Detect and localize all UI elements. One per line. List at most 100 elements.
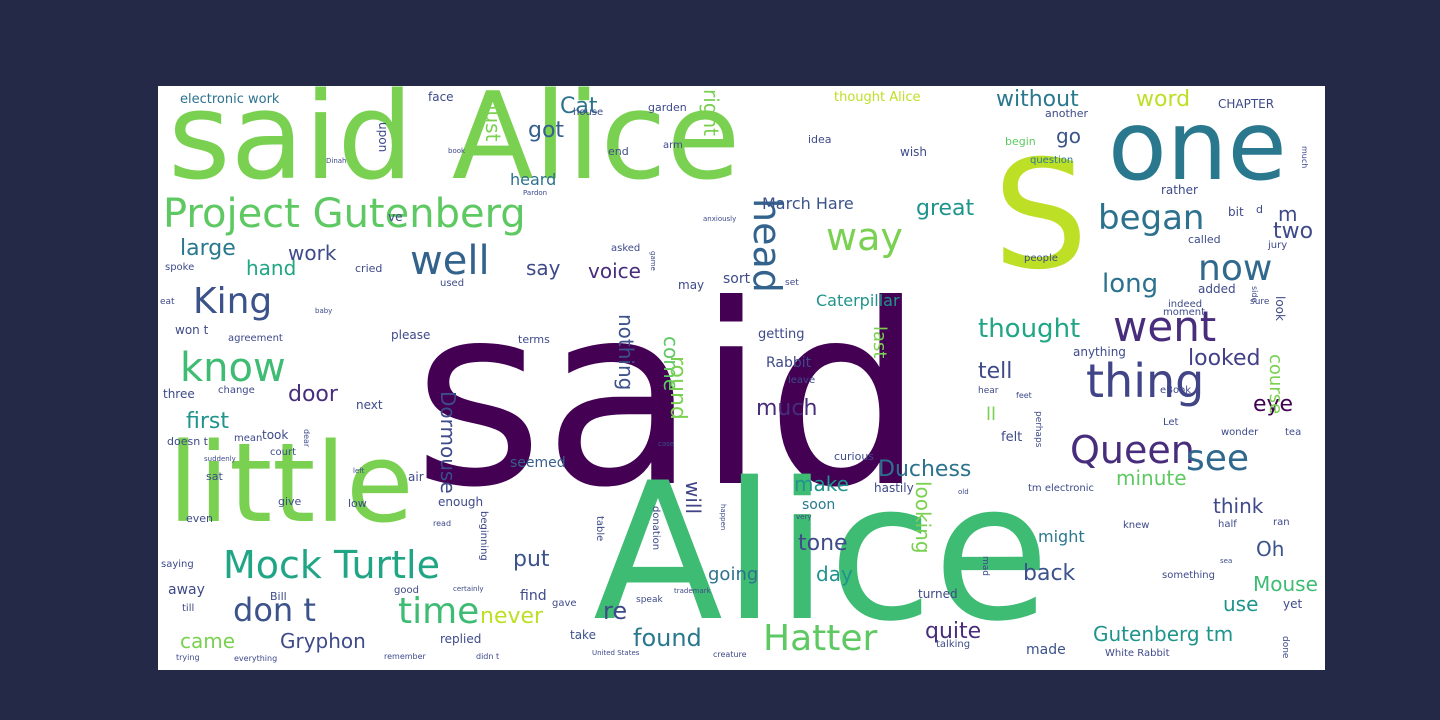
cloud-word: looking bbox=[911, 481, 935, 554]
cloud-word: eat bbox=[160, 297, 175, 307]
cloud-word: right bbox=[699, 89, 723, 136]
cloud-word: baby bbox=[315, 307, 333, 315]
cloud-word: White Rabbit bbox=[1105, 648, 1170, 659]
cloud-word: very bbox=[796, 513, 812, 521]
cloud-word: book bbox=[448, 147, 466, 155]
cloud-word: United States bbox=[592, 649, 640, 657]
cloud-word: look bbox=[1273, 296, 1287, 321]
cloud-word: time bbox=[398, 591, 480, 632]
cloud-word: half bbox=[1218, 519, 1237, 530]
cloud-word: question bbox=[1030, 155, 1074, 166]
cloud-word: day bbox=[816, 562, 853, 586]
cloud-word: court bbox=[270, 447, 296, 458]
cloud-word: even bbox=[186, 512, 214, 525]
cloud-word: way bbox=[826, 215, 903, 259]
cloud-word: one bbox=[1108, 90, 1287, 202]
cloud-word: don t bbox=[233, 591, 316, 629]
cloud-word: sea bbox=[1220, 557, 1233, 565]
cloud-word: garden bbox=[648, 101, 687, 114]
cloud-word: got bbox=[528, 118, 565, 143]
cloud-word: going bbox=[708, 564, 759, 585]
cloud-word: hand bbox=[246, 256, 297, 280]
cloud-word: find bbox=[520, 588, 547, 604]
cloud-word: tea bbox=[1285, 427, 1302, 438]
cloud-word: knew bbox=[1123, 520, 1150, 531]
cloud-word: put bbox=[513, 547, 550, 572]
cloud-word: electronic work bbox=[180, 92, 280, 107]
cloud-word: end bbox=[608, 145, 629, 158]
cloud-word: another bbox=[1045, 107, 1089, 120]
cloud-word: long bbox=[1102, 269, 1159, 299]
cloud-word: Gutenberg tm bbox=[1093, 622, 1234, 646]
cloud-word: well bbox=[410, 238, 490, 284]
cloud-word: trying bbox=[176, 653, 200, 662]
cloud-word: Project Gutenberg bbox=[163, 191, 526, 237]
cloud-word: nothing bbox=[614, 314, 638, 391]
cloud-word: hastily bbox=[874, 481, 914, 495]
cloud-word: anything bbox=[1073, 345, 1126, 359]
cloud-word: anxiously bbox=[703, 215, 737, 223]
cloud-word: creature bbox=[713, 650, 747, 659]
cloud-word: next bbox=[356, 398, 383, 412]
cloud-word: done bbox=[1280, 636, 1290, 659]
cloud-word: minute bbox=[1116, 466, 1187, 490]
cloud-word: much bbox=[1300, 146, 1309, 169]
cloud-word: Gryphon bbox=[280, 629, 366, 653]
cloud-word: little bbox=[168, 419, 414, 547]
cloud-word: say bbox=[526, 256, 561, 280]
cloud-word: everything bbox=[234, 654, 278, 663]
cloud-word: said Alice bbox=[168, 86, 741, 207]
cloud-word: began bbox=[1098, 198, 1205, 238]
cloud-word: give bbox=[278, 495, 302, 508]
cloud-word: S bbox=[993, 129, 1089, 303]
cloud-word: use bbox=[1223, 592, 1259, 616]
cloud-word: enough bbox=[438, 495, 484, 509]
cloud-word: m bbox=[1278, 202, 1298, 226]
cloud-word: happen bbox=[719, 504, 727, 531]
cloud-word: gave bbox=[552, 598, 577, 609]
cloud-word: idea bbox=[808, 133, 832, 146]
cloud-word: Mock Turtle bbox=[223, 543, 440, 587]
cloud-word: low bbox=[348, 497, 367, 510]
cloud-word: hear bbox=[978, 386, 999, 396]
cloud-word: Alice bbox=[593, 442, 1050, 663]
cloud-word: wish bbox=[900, 145, 928, 159]
cloud-word: came bbox=[180, 629, 236, 653]
cloud-word: bit bbox=[1228, 205, 1244, 219]
cloud-word: take bbox=[570, 628, 596, 642]
cloud-word: curious bbox=[834, 450, 875, 463]
cloud-word: yet bbox=[1283, 597, 1303, 611]
cloud-word: spoke bbox=[165, 262, 195, 273]
cloud-word: last bbox=[869, 326, 890, 359]
cloud-word: looked bbox=[1188, 346, 1261, 371]
cloud-word: till bbox=[182, 603, 195, 614]
cloud-word: good bbox=[394, 585, 419, 596]
cloud-word: Dinah bbox=[326, 157, 347, 165]
cloud-word: see bbox=[1186, 438, 1250, 479]
cloud-word: never bbox=[480, 604, 544, 629]
cloud-word: much bbox=[756, 396, 818, 421]
cloud-word: King bbox=[193, 281, 273, 322]
cloud-word: first bbox=[186, 409, 229, 434]
cloud-word: certainly bbox=[453, 585, 484, 593]
cloud-word: two bbox=[1273, 219, 1314, 244]
cloud-word: used bbox=[440, 278, 465, 289]
cloud-word: tell bbox=[978, 359, 1013, 384]
cloud-word: terms bbox=[518, 333, 550, 346]
cloud-word: said bbox=[413, 251, 925, 542]
cloud-word: old bbox=[958, 488, 969, 496]
cloud-word: side bbox=[1250, 286, 1259, 303]
cloud-word: something bbox=[1162, 570, 1215, 581]
cloud-word: Pardon bbox=[523, 189, 548, 197]
cloud-word: CHAPTER bbox=[1218, 97, 1275, 111]
cloud-word: round bbox=[665, 356, 690, 420]
cloud-word: read bbox=[433, 519, 452, 528]
cloud-word: eye bbox=[1253, 392, 1294, 417]
cloud-word: arm bbox=[663, 140, 683, 151]
cloud-word: without bbox=[996, 87, 1079, 112]
cloud-word: went bbox=[1113, 302, 1217, 351]
cloud-word: voice bbox=[588, 259, 641, 283]
cloud-word: indeed bbox=[1168, 299, 1203, 310]
cloud-word: house bbox=[573, 107, 604, 118]
